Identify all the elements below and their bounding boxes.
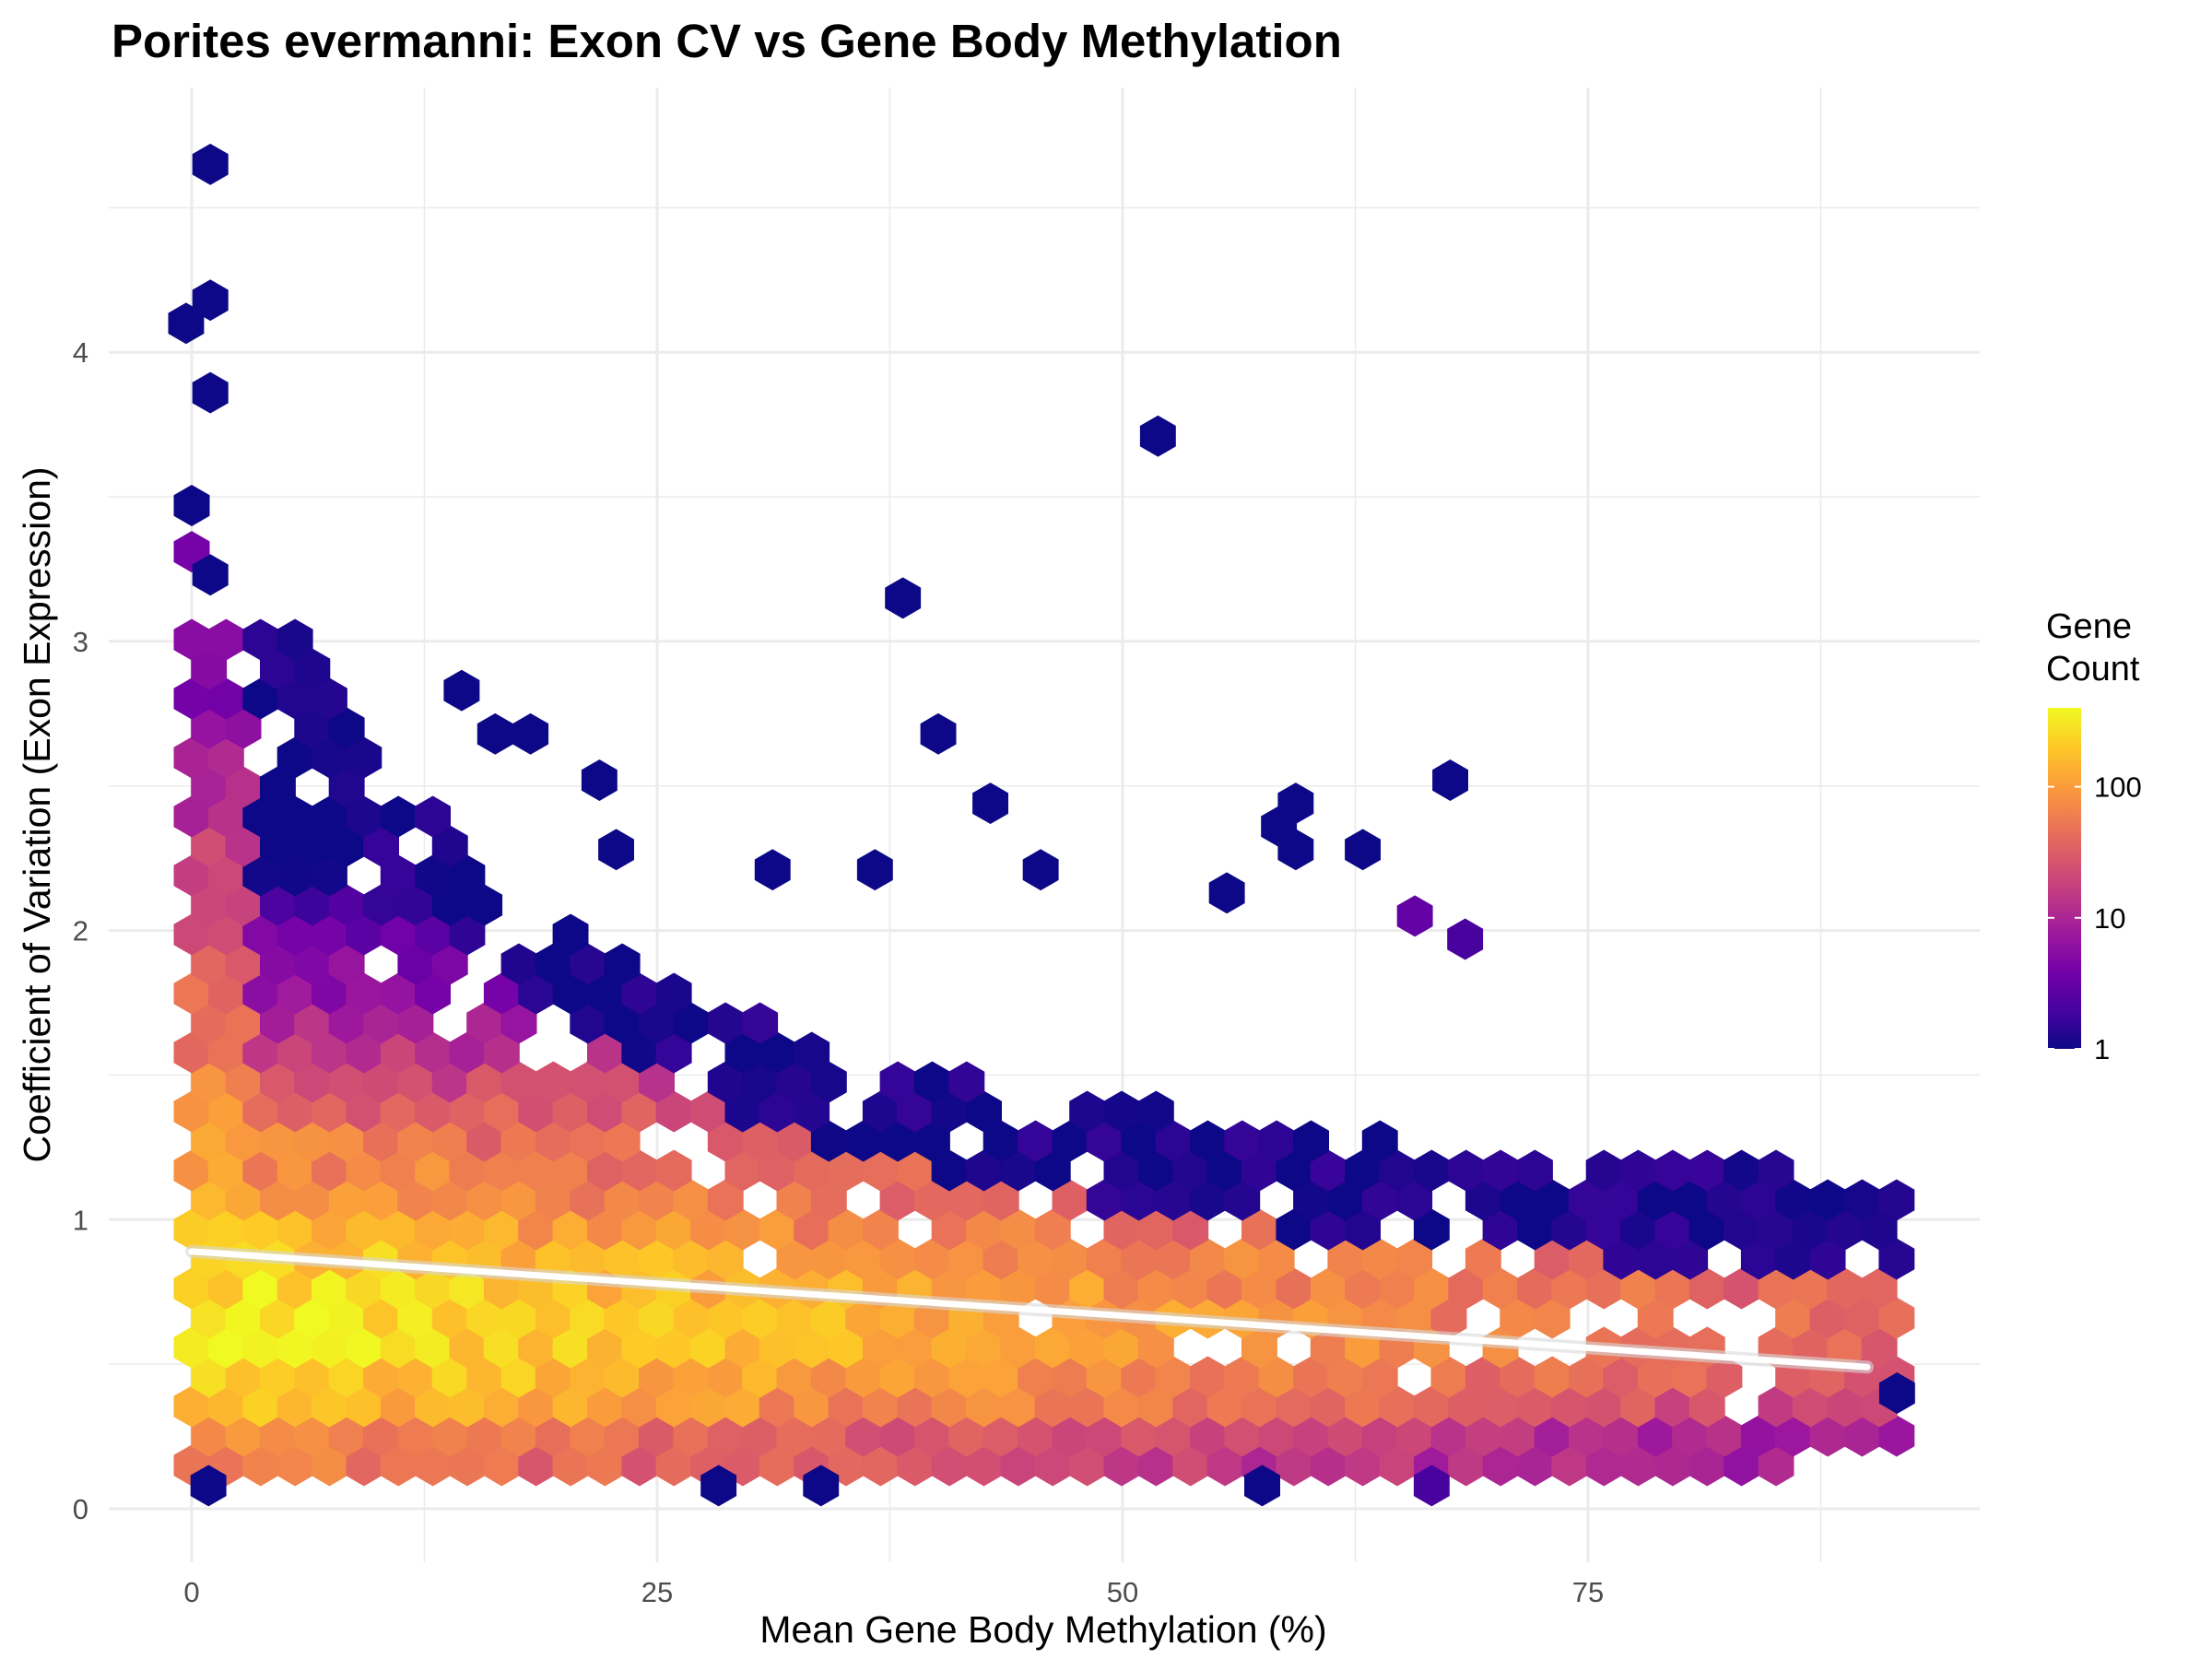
- y-tick-label: 4: [73, 336, 88, 369]
- legend-colorbar: [2048, 708, 2081, 1049]
- hexbin: [655, 1149, 692, 1192]
- hexbin-outlier: [803, 1465, 840, 1507]
- hexbin-outlier: [581, 759, 618, 801]
- hexbin: [742, 1002, 779, 1044]
- hexbin: [655, 972, 692, 1015]
- hexbin: [1878, 1179, 1915, 1221]
- hexbin-outlier: [190, 1465, 227, 1507]
- hexbin-outlier: [1244, 1465, 1280, 1507]
- tick-labels: 0 25 50 75 0 1 2 3 4: [73, 336, 1604, 1608]
- hexbin-outlier: [1022, 849, 1059, 891]
- chart-title: Porites evermanni: Exon CV vs Gene Body …: [112, 15, 1342, 67]
- hexbin: [604, 943, 641, 985]
- hexbin: [552, 913, 589, 956]
- trend-line-layer: [185, 1244, 1874, 1374]
- hexbin-outlier: [192, 143, 229, 185]
- hexbin-outlier: [598, 829, 634, 871]
- hexbin: [948, 1061, 985, 1103]
- hexbin-outlier: [192, 371, 229, 414]
- hexbin: [1137, 1090, 1174, 1133]
- hexbin: [1517, 1149, 1553, 1192]
- hexbin: [1758, 1149, 1794, 1192]
- x-tick-label: 0: [183, 1576, 199, 1608]
- hexbin-outlier: [754, 849, 791, 891]
- hexbin-outlier: [1139, 415, 1176, 457]
- hexbin-outlier: [1277, 782, 1314, 825]
- trend-line: [188, 1248, 1871, 1371]
- hexbin-outlier: [173, 485, 210, 526]
- y-tick-label: 2: [73, 915, 88, 947]
- y-axis-label: Coefficient of Variation (Exon Expressio…: [16, 466, 58, 1162]
- y-tick-label: 1: [73, 1204, 88, 1236]
- hexbin-outlier: [1208, 872, 1245, 914]
- x-tick-label: 50: [1107, 1576, 1138, 1608]
- hexbin-outlier: [1413, 1465, 1450, 1507]
- hexbin: [794, 1031, 830, 1074]
- hexbin-outlier: [512, 712, 549, 755]
- legend-tick-label: 10: [2094, 902, 2125, 935]
- hexbin-outlier: [1277, 829, 1314, 871]
- legend-tick-label: 1: [2094, 1033, 2110, 1065]
- hexbin-outlier: [1396, 895, 1433, 937]
- hexbin-outlier: [1447, 918, 1484, 960]
- hexbin: [415, 795, 451, 838]
- hexbin-outlier: [856, 849, 893, 891]
- hexbin-outlier: [443, 669, 480, 712]
- y-tick-label: 0: [73, 1493, 88, 1525]
- legend-tick-label: 100: [2094, 771, 2142, 804]
- x-axis-label: Mean Gene Body Methylation (%): [759, 1608, 1326, 1651]
- hexbin-outlier: [700, 1465, 737, 1507]
- hexbin-outlier: [1432, 759, 1468, 801]
- hexbin-outlier: [1878, 1372, 1915, 1414]
- legend-title-line-1: Gene: [2046, 607, 2132, 646]
- legend-title-line-2: Count: [2046, 650, 2140, 688]
- hexbin-outlier: [885, 577, 922, 619]
- hexbin-outlier: [1345, 829, 1381, 871]
- legend-ticks: 1 10 100: [2048, 771, 2142, 1065]
- hexbin-outlier: [972, 782, 1008, 825]
- hexbin-layer: [168, 143, 1915, 1507]
- hexbin-outlier: [192, 554, 229, 596]
- color-legend: Gene Count 1 10 100: [2046, 607, 2142, 1065]
- hexbin-outlier: [920, 712, 957, 755]
- hexbin-outlier: [192, 279, 229, 322]
- hexbin: [276, 618, 313, 661]
- x-tick-label: 75: [1572, 1576, 1604, 1608]
- hexbin: [1293, 1120, 1329, 1162]
- x-tick-label: 25: [641, 1576, 673, 1608]
- hexbin: [1361, 1120, 1398, 1162]
- y-tick-label: 3: [73, 626, 88, 658]
